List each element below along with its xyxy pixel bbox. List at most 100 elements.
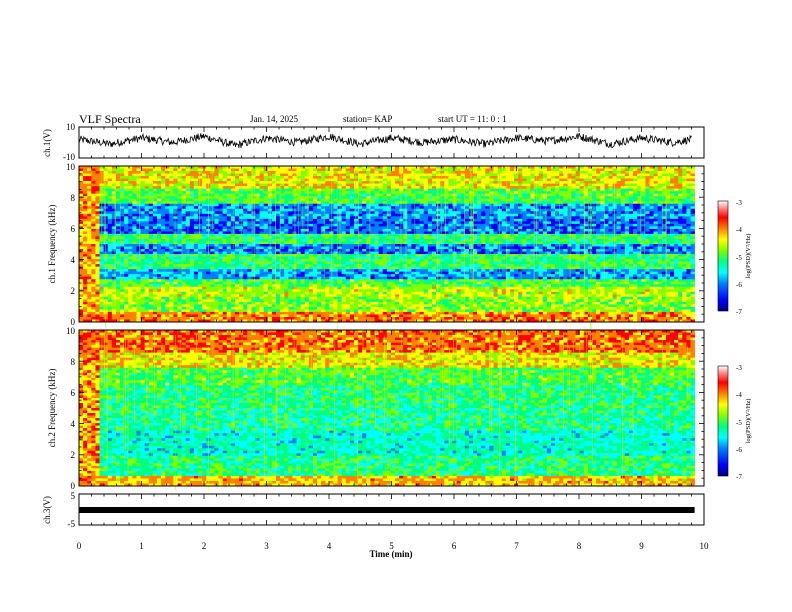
spectrogram-cell — [91, 196, 96, 200]
spectrogram-cell — [91, 236, 96, 240]
spectrogram-cell — [624, 201, 630, 205]
spectrogram-cell — [111, 211, 117, 215]
spectrogram-cell — [95, 203, 100, 207]
spectrogram-cell — [464, 221, 470, 225]
spectrogram-cell — [522, 188, 527, 192]
spectrogram-cell — [431, 181, 437, 184]
spectrogram-cell — [542, 198, 548, 202]
spectrogram-cell — [661, 203, 667, 207]
spectrogram-cell — [649, 216, 654, 220]
spectrogram-cell — [152, 171, 158, 174]
spectrogram-cell — [210, 228, 215, 232]
spectrogram-cell — [325, 231, 330, 235]
spectrogram-cell — [633, 201, 638, 205]
spectrogram-cell — [366, 176, 371, 179]
spectrogram-cell — [448, 181, 453, 184]
spectrogram-cell — [587, 168, 593, 172]
spectrogram-cell — [600, 196, 605, 200]
spectrogram-cell — [362, 176, 367, 179]
spectrogram-cell — [501, 193, 507, 197]
spectrogram-cell — [608, 171, 613, 174]
spectrogram-cell — [559, 193, 564, 197]
spectrogram-cell — [358, 223, 363, 227]
spectrogram-cell — [485, 223, 490, 227]
spectrogram-cell — [612, 173, 617, 177]
spectrogram-cell — [690, 221, 695, 225]
spectrogram-cell — [161, 213, 166, 217]
spectrogram-cell — [333, 168, 338, 172]
spectrogram-cell — [423, 228, 429, 232]
spectrogram-cell — [616, 173, 622, 177]
spectrogram-cell — [444, 171, 449, 174]
spectrogram-cell — [218, 193, 223, 197]
spectrogram-cell — [686, 171, 691, 174]
spectrogram-cell — [628, 211, 634, 215]
spectrogram-cell — [431, 233, 437, 237]
spectrogram-cell — [304, 216, 310, 220]
spectrogram-cell — [460, 203, 466, 207]
spectrogram-cell — [628, 193, 634, 197]
spectrogram-cell — [243, 244, 248, 247]
spectrogram-cell — [206, 168, 211, 172]
spectrogram-cell — [690, 206, 695, 210]
spectrogram-cell — [83, 211, 88, 215]
spectrogram-cell — [378, 208, 383, 212]
spectrogram-cell — [358, 183, 363, 187]
spectrogram-cell — [427, 246, 433, 250]
spectrogram-cell — [165, 203, 170, 207]
spectrogram-cell — [674, 206, 679, 210]
spectrogram-cell — [509, 226, 515, 230]
spectrogram-cell — [91, 213, 96, 217]
spectrogram-cell — [255, 191, 260, 194]
spectrogram-cell — [657, 231, 663, 235]
spectrogram-cell — [583, 206, 589, 210]
spectrogram-cell — [165, 173, 170, 177]
spectrogram-cell — [79, 246, 84, 250]
spectrogram-cell — [271, 166, 277, 169]
spectrogram-cell — [423, 223, 429, 227]
spectrogram-cell — [407, 221, 412, 225]
spectrogram-cell — [473, 203, 478, 207]
spectrogram-cell — [189, 244, 195, 247]
spectrogram-cell — [300, 231, 306, 235]
spectrogram-cell — [263, 223, 269, 227]
spectrogram-cell — [284, 168, 289, 172]
spectrogram-cell — [550, 186, 556, 189]
spectrogram-cell — [526, 178, 531, 182]
spectrogram-cell — [505, 233, 511, 237]
spectrogram-cell — [111, 221, 117, 225]
spectrogram-cell — [226, 238, 232, 242]
spectrogram-cell — [317, 236, 322, 240]
spectrogram-cell — [550, 201, 556, 205]
spectrogram-cell — [546, 231, 552, 235]
spectrogram-cell — [218, 188, 223, 192]
spectrogram-cell — [165, 231, 170, 235]
spectrogram-cell — [678, 236, 683, 240]
spectrogram-cell — [169, 178, 174, 182]
spectrogram-cell — [600, 173, 605, 177]
spectrogram-cell — [136, 216, 141, 220]
spectrogram-cell — [317, 211, 322, 215]
spectrogram-cell — [144, 206, 150, 210]
spectrogram-cell — [616, 181, 622, 184]
spectrogram-cell — [473, 178, 478, 182]
spectrogram-cell — [477, 226, 482, 230]
spectrogram-cell — [308, 198, 314, 202]
spectrogram-cell — [115, 168, 121, 172]
spectrogram-cell — [460, 223, 466, 227]
spectrogram-cell — [341, 246, 347, 250]
spectrogram-cell — [452, 178, 457, 182]
spectrogram-cell — [120, 244, 125, 247]
spectrogram-cell — [140, 191, 145, 194]
spectrogram-cell — [288, 223, 293, 227]
spectrogram-cell — [427, 228, 433, 232]
spectrogram-cell — [665, 246, 671, 250]
spectrogram-cell — [321, 166, 326, 169]
spectrogram-cell — [152, 249, 158, 252]
spectrogram-cell — [263, 208, 269, 212]
spectrogram-cell — [255, 188, 260, 192]
spectrogram-cell — [444, 191, 449, 194]
spectrogram-cell — [518, 211, 523, 215]
spectrogram-cell — [427, 173, 433, 177]
spectrogram-cell — [563, 233, 568, 237]
